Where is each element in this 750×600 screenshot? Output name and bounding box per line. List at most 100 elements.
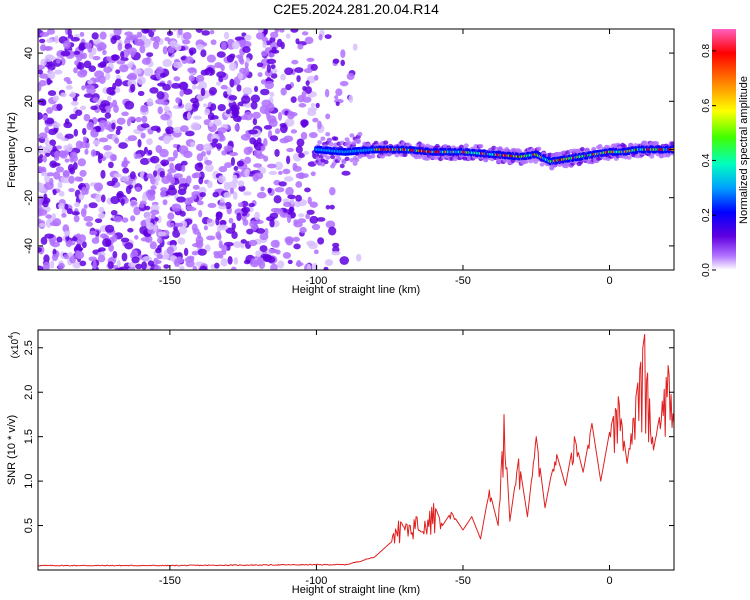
heatmap-cell — [201, 30, 211, 36]
heatmap-cell — [192, 184, 200, 190]
heatmap-cell — [271, 46, 277, 54]
heatmap-cell — [142, 256, 152, 262]
heatmap-cell — [597, 144, 603, 149]
heatmap-cell — [223, 91, 228, 98]
heatmap-cell — [169, 40, 178, 48]
heatmap-cell — [39, 32, 50, 37]
heatmap-cell — [106, 180, 116, 187]
heatmap-cell — [318, 33, 323, 41]
heatmap-cell — [75, 250, 85, 260]
heatmap-cell — [255, 32, 265, 40]
heatmap-cell — [160, 190, 167, 198]
heatmap-cell — [314, 74, 319, 81]
heatmap-cell — [214, 62, 223, 69]
heatmap-cell — [282, 168, 291, 175]
heatmap-cell — [54, 150, 61, 159]
heatmap-cell — [115, 129, 121, 136]
heatmap-cell — [104, 105, 111, 114]
heatmap-cell — [249, 220, 258, 228]
heatmap-cell — [56, 236, 63, 243]
heatmap-cell — [79, 169, 87, 177]
heatmap-cell — [179, 125, 189, 133]
heatmap-cell — [161, 175, 171, 185]
heatmap-cell — [165, 126, 175, 135]
heatmap-cell — [75, 243, 82, 250]
heatmap-cell — [285, 83, 292, 91]
heatmap-cell — [69, 151, 78, 159]
heatmap-cell — [62, 170, 70, 178]
heatmap-cell — [196, 200, 204, 206]
heatmap-cell — [252, 111, 261, 119]
heatmap-cell — [47, 70, 56, 80]
heatmap-cell — [259, 245, 268, 252]
heatmap-cell — [339, 80, 349, 87]
heatmap-cell — [273, 208, 284, 215]
heatmap-cell — [188, 47, 197, 55]
heatmap-cell — [190, 103, 199, 112]
heatmap-cell — [328, 226, 337, 236]
heatmap-cell — [145, 189, 156, 198]
colorbar-ticks: 0.0 0.2 0.4 0.6 0.8 — [701, 44, 716, 277]
heatmap-cell — [75, 109, 83, 117]
heatmap-cell — [92, 55, 101, 61]
heatmap-cell — [254, 85, 259, 93]
heatmap-cell — [120, 50, 125, 59]
snr-multiplier-exp: 4 — [8, 335, 15, 339]
heatmap-cell — [140, 123, 150, 129]
heatmap-cell — [244, 168, 250, 178]
heatmap-cell — [260, 186, 265, 192]
heatmap-cell — [654, 141, 660, 146]
heatmap-cell — [199, 265, 208, 270]
heatmap-cell — [218, 201, 226, 207]
heatmap-cell — [295, 181, 303, 188]
heatmap-cell — [100, 169, 106, 179]
heatmap-cell — [262, 41, 267, 49]
heatmap-cell — [137, 139, 142, 148]
heatmap-cell — [130, 83, 136, 93]
heatmap-cell — [191, 173, 198, 179]
heatmap-cell — [134, 235, 139, 240]
heatmap-cell — [39, 73, 49, 79]
heatmap-cell — [91, 237, 100, 244]
heatmap-cell — [150, 185, 157, 191]
heatmap-cell — [85, 221, 93, 227]
heatmap-cell — [40, 236, 48, 245]
heatmap-cell — [239, 39, 246, 49]
heatmap-cell — [121, 217, 129, 223]
heatmap-cell — [200, 151, 207, 157]
heatmap-cell — [43, 193, 48, 202]
heatmap-cell — [332, 58, 340, 64]
heatmap-cell — [197, 231, 202, 240]
heatmap-cell — [63, 253, 70, 260]
heatmap-cell — [204, 108, 211, 116]
heatmap-cell — [326, 137, 332, 142]
heatmap-cell — [178, 81, 189, 91]
heatmap-cell — [186, 111, 191, 121]
heatmap-cell — [334, 95, 339, 100]
heatmap-cell — [81, 186, 87, 196]
heatmap-cell — [354, 157, 360, 163]
y-tick-label: -20 — [23, 190, 35, 206]
heatmap-cell — [179, 210, 186, 217]
heatmap-cell — [218, 240, 223, 249]
heatmap-cell — [215, 231, 222, 240]
heatmap-cell — [94, 70, 105, 79]
heatmap-cell — [55, 166, 64, 173]
heatmap-cell — [146, 173, 153, 179]
heatmap-cell — [38, 156, 43, 164]
heatmap-cell — [316, 217, 326, 222]
snr-multiplier-base: (x10 — [10, 338, 21, 358]
heatmap-cell — [344, 137, 350, 142]
colorbar-label: Normalized spectral amplitude — [738, 76, 750, 224]
heatmap-cell — [97, 42, 107, 51]
heatmap-cell — [306, 240, 316, 247]
heatmap-cell — [188, 74, 195, 82]
heatmap-cell — [65, 85, 73, 90]
heatmap-cell — [127, 47, 137, 56]
heatmap-cell — [277, 111, 283, 121]
heatmap-cell — [340, 59, 346, 67]
heatmap-cell — [196, 43, 205, 51]
heatmap-cell — [120, 198, 125, 206]
heatmap-cell — [298, 213, 305, 218]
heatmap-cell — [302, 85, 307, 91]
